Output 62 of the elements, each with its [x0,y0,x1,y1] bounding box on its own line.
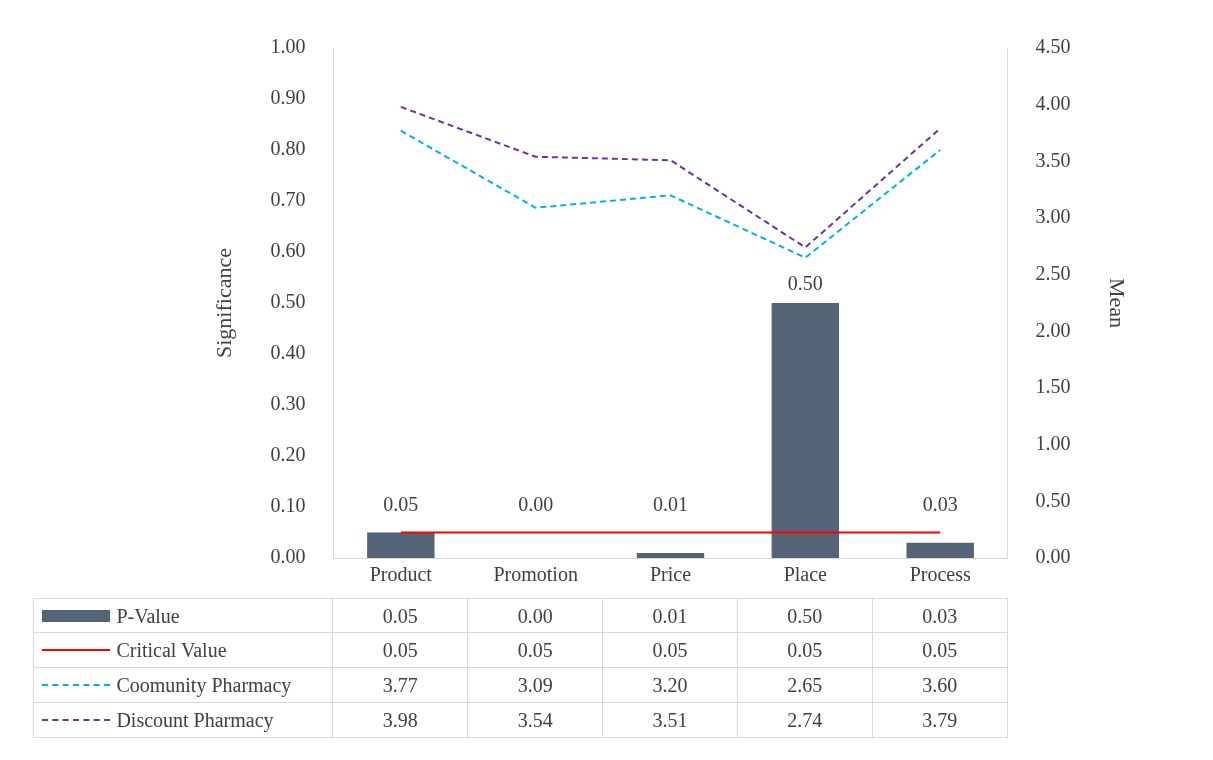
data-label: 0.05 [333,633,469,667]
data-label: 0.01 [603,599,738,633]
legend-label: Discount Pharmacy [116,708,274,732]
data-label: 0.05 [737,633,873,667]
y2-tick-label: 2.00 [1035,318,1071,341]
y-axis-title: Significance [210,248,236,358]
data-label: 3.60 [872,668,1008,702]
data-label: 0.05 [872,633,1008,667]
data-label: 2.74 [737,703,873,737]
y2-tick-label: 1.00 [1035,431,1071,454]
legend-label: Critical Value [116,638,227,662]
y2-tick-label: 0.50 [1035,488,1071,511]
data-label: 3.79 [872,703,1008,737]
y-tick-label: 0.70 [270,188,306,211]
text: 0.00 [518,493,554,516]
data-label: 3.98 [333,703,469,737]
y2-tick-label: 3.50 [1035,148,1071,171]
data-label: 0.03 [872,599,1008,633]
x-tick-label: Process [909,563,971,586]
x-tick-label: Place [783,563,828,586]
y2-tick-label: 3.00 [1035,205,1071,228]
y-tick-label: 0.20 [270,443,306,466]
y-tick-label: 0.30 [270,392,306,415]
data-label: 0.05 [333,599,469,633]
x-tick-label: Price [649,563,692,586]
x-tick-label: Product [369,563,433,586]
y-tick-label: 0.60 [270,239,306,262]
y-tick-label: 0.50 [270,290,306,313]
data-label: 2.65 [737,668,873,702]
y-tick-label: 1.00 [270,35,306,58]
data-label: 3.51 [603,703,738,737]
bar [771,303,840,558]
y2-axis-title: Mean [1105,277,1131,329]
data-label: 3.77 [333,668,469,702]
bar [367,532,435,558]
legend-label: Coomunity Pharmacy [116,673,292,697]
text: 0.01 [653,493,688,516]
data-label: 0.05 [603,633,738,667]
y2-tick-label: 1.50 [1035,375,1071,398]
text: 0.50 [787,272,823,295]
bar [906,542,974,558]
data-label: 3.54 [468,703,604,737]
y2-tick-label: 4.00 [1035,91,1071,114]
line-series [399,129,942,259]
y-tick-label: 0.00 [270,545,306,568]
y-tick-label: 0.10 [270,494,306,517]
y2-tick-label: 4.50 [1035,35,1071,58]
data-label: 0.00 [468,599,604,633]
x-tick-label: Promotion [493,563,578,586]
y2-tick-label: 2.50 [1035,261,1071,284]
y2-tick-label: 0.00 [1035,545,1071,568]
data-label: 0.50 [737,599,873,633]
data-label: 3.20 [603,668,738,702]
y-tick-label: 0.80 [270,137,306,160]
bar [636,552,705,558]
data-label: 0.05 [468,633,604,667]
legend-label: P-Value [116,604,180,628]
y-tick-label: 0.90 [270,86,306,109]
y-tick-label: 0.40 [270,341,306,364]
text: 0.05 [383,493,419,516]
data-label: 3.09 [468,668,604,702]
text: 0.03 [922,493,958,516]
